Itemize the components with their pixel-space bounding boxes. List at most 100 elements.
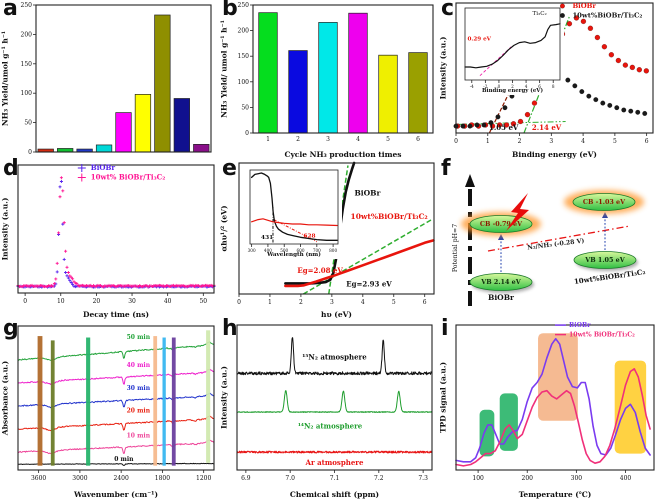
svg-text:2: 2: [299, 299, 303, 306]
panel-c-chart: -4 -2 0 2 4 6 8 Binding energy (eV) Ti₃C₂ 0.29 eV…: [439, 2, 654, 159]
svg-text:300: 300: [571, 475, 583, 482]
svg-text:αhυ¹/² (eV): αhυ¹/² (eV): [220, 205, 229, 251]
svg-text:3: 3: [326, 136, 330, 143]
svg-text:BiOBr: BiOBr: [354, 188, 381, 197]
svg-text:BiOBr: BiOBr: [572, 2, 596, 10]
svg-text:1: 1: [486, 138, 490, 145]
svg-text:3000: 3000: [72, 475, 87, 482]
svg-text:Intensity (a.u.): Intensity (a.u.): [1, 198, 10, 261]
series-20 min: [17, 415, 215, 432]
svg-text:6: 6: [538, 84, 541, 89]
svg-text:2.14 eV: 2.14 eV: [532, 123, 562, 132]
svg-text:200: 200: [522, 475, 534, 482]
svg-text:7.1: 7.1: [330, 475, 340, 482]
svg-text:0: 0: [245, 130, 249, 137]
series-10wt%BiOBr/Ti₃C₂: [284, 239, 435, 288]
svg-text:4: 4: [581, 138, 585, 145]
panel-g: g 3600 3000 2400 1800 1200 Wavenumber (cm⁻¹) A…: [0, 316, 219, 500]
panel-d: d 0 10 20 30 40 50 Decay time (ns) Intensity (a…: [0, 156, 219, 320]
series-¹⁴N₂ atmosphere: [236, 390, 433, 413]
svg-text:10 min: 10 min: [127, 433, 151, 440]
svg-text:Intensity (a.u.): Intensity (a.u.): [220, 366, 229, 429]
panel-b-letter: b: [222, 0, 238, 21]
svg-text:628: 628: [303, 233, 315, 239]
panel-h: h 6.9 7.0 7.1 7.2 7.3 Chemical shift (ppm) Int…: [219, 316, 438, 500]
panel-c: c -4 -2 0 2 4 6 8 Binding energy (eV) Ti₃C₂ 0.29 …: [438, 0, 658, 160]
svg-text:0: 0: [498, 84, 501, 89]
svg-text:7.2: 7.2: [374, 475, 384, 482]
panel-e: e 300 400 500 600 700 800 Wavelength (nm) 431 62…: [219, 156, 438, 320]
svg-text:0: 0: [237, 299, 241, 306]
panel-g-chart: 3600 3000 2400 1800 1200 Wavenumber (cm⁻¹) Abs…: [1, 325, 215, 499]
svg-text:800: 800: [329, 248, 337, 253]
panel-h-chart: 6.9 7.0 7.1 7.2 7.3 Chemical shift (ppm) Inten…: [220, 324, 433, 499]
svg-text:Cycle NH₃ production times: Cycle NH₃ production times: [284, 150, 401, 159]
svg-text:VB 2.14 eV: VB 2.14 eV: [480, 278, 521, 286]
panel-a: a 0 50 100 150 200 250 NH₃ Yield/umol g⁻¹ h⁻¹: [0, 0, 219, 160]
svg-text:¹⁴N₂ atmosphere: ¹⁴N₂ atmosphere: [298, 422, 363, 431]
svg-text:3: 3: [549, 138, 553, 145]
svg-text:VB 1.05 eV: VB 1.05 eV: [584, 256, 625, 264]
svg-text:50: 50: [199, 298, 207, 305]
svg-text:10wt% BiOBr/Ti₃C₂: 10wt% BiOBr/Ti₃C₂: [569, 332, 635, 339]
series-50 min: [17, 341, 215, 361]
panel-a-chart: 0 50 100 150 200 250 NH₃ Yield/umol g⁻¹ h⁻¹: [1, 2, 212, 156]
svg-text:4: 4: [361, 299, 365, 306]
svg-text:BiOBr: BiOBr: [91, 163, 116, 172]
panel-i: i 100 200 300 400 Temperature (℃) TPD signal …: [438, 316, 658, 500]
svg-text:hυ (eV): hυ (eV): [321, 310, 352, 319]
svg-text:7.0: 7.0: [285, 475, 295, 482]
svg-text:100: 100: [238, 79, 250, 86]
svg-text:Wavenumber (cm⁻¹): Wavenumber (cm⁻¹): [73, 490, 158, 499]
series-¹⁵N₂ atmosphere: [236, 337, 433, 376]
svg-text:1.05 eV: 1.05 eV: [489, 123, 519, 132]
svg-text:100: 100: [21, 90, 33, 97]
svg-text:200: 200: [238, 28, 250, 35]
svg-text:Temperature (℃): Temperature (℃): [519, 490, 592, 499]
svg-text:250: 250: [238, 2, 250, 9]
svg-text:CB -1.03 eV: CB -1.03 eV: [583, 198, 626, 206]
panel-f-chart: Potential pH=7 N₂/NH₃ (-0.28 V)CB -0.79 e…: [452, 174, 646, 306]
svg-text:-2: -2: [483, 84, 487, 89]
svg-text:300: 300: [248, 248, 256, 253]
svg-text:Chemical shift (ppm): Chemical shift (ppm): [290, 490, 379, 499]
svg-text:7.3: 7.3: [418, 475, 428, 482]
svg-text:Potential pH=7: Potential pH=7: [452, 224, 459, 272]
svg-text:Binding energy (eV): Binding energy (eV): [512, 150, 597, 159]
svg-text:8: 8: [552, 84, 555, 89]
svg-text:0: 0: [28, 149, 32, 156]
svg-text:0: 0: [23, 298, 27, 305]
svg-text:40 min: 40 min: [127, 362, 151, 369]
svg-text:1200: 1200: [196, 475, 211, 482]
svg-text:30 min: 30 min: [127, 385, 151, 392]
svg-text:10: 10: [57, 298, 65, 305]
series-40 min: [17, 368, 215, 385]
svg-text:20 min: 20 min: [127, 407, 151, 414]
svg-text:2400: 2400: [114, 475, 129, 482]
svg-text:Ar atmosphere: Ar atmosphere: [305, 458, 364, 467]
panel-i-letter: i: [441, 316, 449, 341]
svg-text:Decay time (ns): Decay time (ns): [83, 310, 149, 319]
svg-text:10wt% BiOBr/Ti₃C₂: 10wt% BiOBr/Ti₃C₂: [91, 173, 166, 182]
svg-text:Intensity (a.u.): Intensity (a.u.): [439, 37, 448, 100]
svg-text:Eg=2.93 eV: Eg=2.93 eV: [346, 280, 392, 289]
svg-text:700: 700: [313, 248, 321, 253]
svg-text:5: 5: [392, 299, 396, 306]
svg-text:BiOBr: BiOBr: [488, 293, 515, 302]
svg-text:6: 6: [416, 136, 420, 143]
svg-text:5: 5: [613, 138, 617, 145]
panel-h-letter: h: [222, 316, 238, 341]
svg-text:200: 200: [21, 31, 33, 38]
panel-d-chart: 0 10 20 30 40 50 Decay time (ns) Intensity (a.u…: [1, 163, 216, 319]
panel-e-letter: e: [222, 156, 237, 181]
svg-text:0.29 eV: 0.29 eV: [468, 36, 492, 42]
svg-text:50: 50: [24, 120, 32, 127]
svg-text:400: 400: [620, 475, 632, 482]
svg-text:-4: -4: [470, 84, 474, 89]
panel-b: b 1 2 3 4 5 6 0 50 100 150 200 250 Cycle NH₃ product…: [219, 0, 438, 160]
series-10wt% BiOBr/Ti₃C₂: [455, 368, 651, 467]
svg-text:0 min: 0 min: [114, 456, 134, 463]
svg-text:Absorbance (a.u.): Absorbance (a.u.): [1, 361, 10, 436]
panel-f-letter: f: [441, 156, 451, 181]
